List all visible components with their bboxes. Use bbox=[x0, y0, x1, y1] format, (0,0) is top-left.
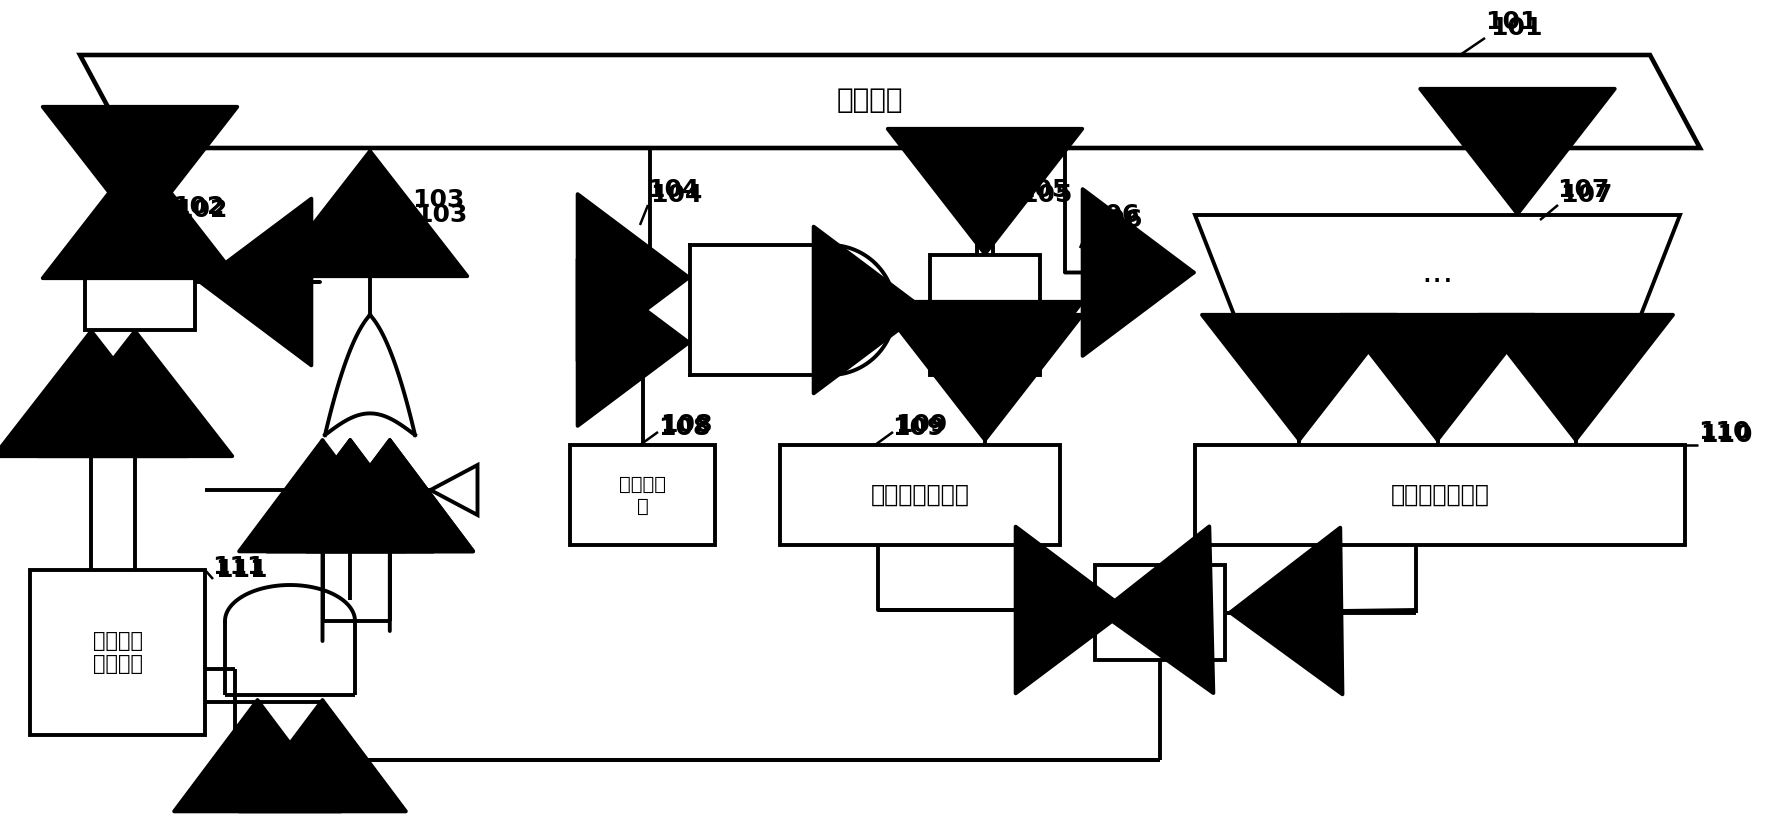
Text: 系统总线: 系统总线 bbox=[836, 86, 903, 114]
Text: 102: 102 bbox=[172, 195, 224, 219]
Polygon shape bbox=[430, 465, 478, 515]
Bar bbox=[1094, 565, 1225, 660]
Text: 106: 106 bbox=[1091, 208, 1143, 232]
Bar bbox=[930, 255, 1041, 375]
Text: 103: 103 bbox=[416, 203, 467, 227]
Text: 105: 105 bbox=[1021, 183, 1073, 207]
Text: 108: 108 bbox=[657, 416, 711, 440]
Text: 104: 104 bbox=[647, 178, 698, 202]
Text: 同步完成寄存器: 同步完成寄存器 bbox=[1390, 483, 1490, 507]
Text: 103: 103 bbox=[412, 188, 464, 212]
Text: 109: 109 bbox=[892, 416, 944, 440]
Circle shape bbox=[408, 482, 424, 498]
Text: 101: 101 bbox=[1490, 16, 1542, 40]
Text: 107: 107 bbox=[1560, 183, 1612, 207]
Text: 105: 105 bbox=[1017, 178, 1069, 202]
Text: 104: 104 bbox=[650, 183, 702, 207]
Bar bbox=[781, 445, 1060, 545]
Text: =?: =? bbox=[1143, 601, 1178, 624]
Text: 102: 102 bbox=[176, 198, 227, 222]
Text: 101: 101 bbox=[1485, 10, 1537, 34]
Text: 110: 110 bbox=[1700, 423, 1753, 447]
Bar bbox=[84, 235, 195, 330]
Text: 106: 106 bbox=[1087, 203, 1139, 227]
Text: ...: ... bbox=[1422, 256, 1454, 289]
Text: 111: 111 bbox=[215, 558, 267, 582]
Bar bbox=[30, 570, 204, 735]
Polygon shape bbox=[1195, 215, 1680, 330]
Text: 109: 109 bbox=[896, 413, 947, 437]
Text: 同步请求寄存器: 同步请求寄存器 bbox=[870, 483, 969, 507]
Text: 111: 111 bbox=[211, 555, 265, 579]
Text: 有效标志
位: 有效标志 位 bbox=[620, 474, 666, 516]
Text: 107: 107 bbox=[1556, 178, 1610, 202]
Bar bbox=[570, 445, 715, 545]
Text: 110: 110 bbox=[1698, 420, 1750, 444]
Text: 108: 108 bbox=[661, 413, 713, 437]
Bar bbox=[1195, 445, 1685, 545]
Polygon shape bbox=[81, 55, 1700, 148]
Text: 状态控制
逻辑单元: 状态控制 逻辑单元 bbox=[93, 631, 143, 674]
